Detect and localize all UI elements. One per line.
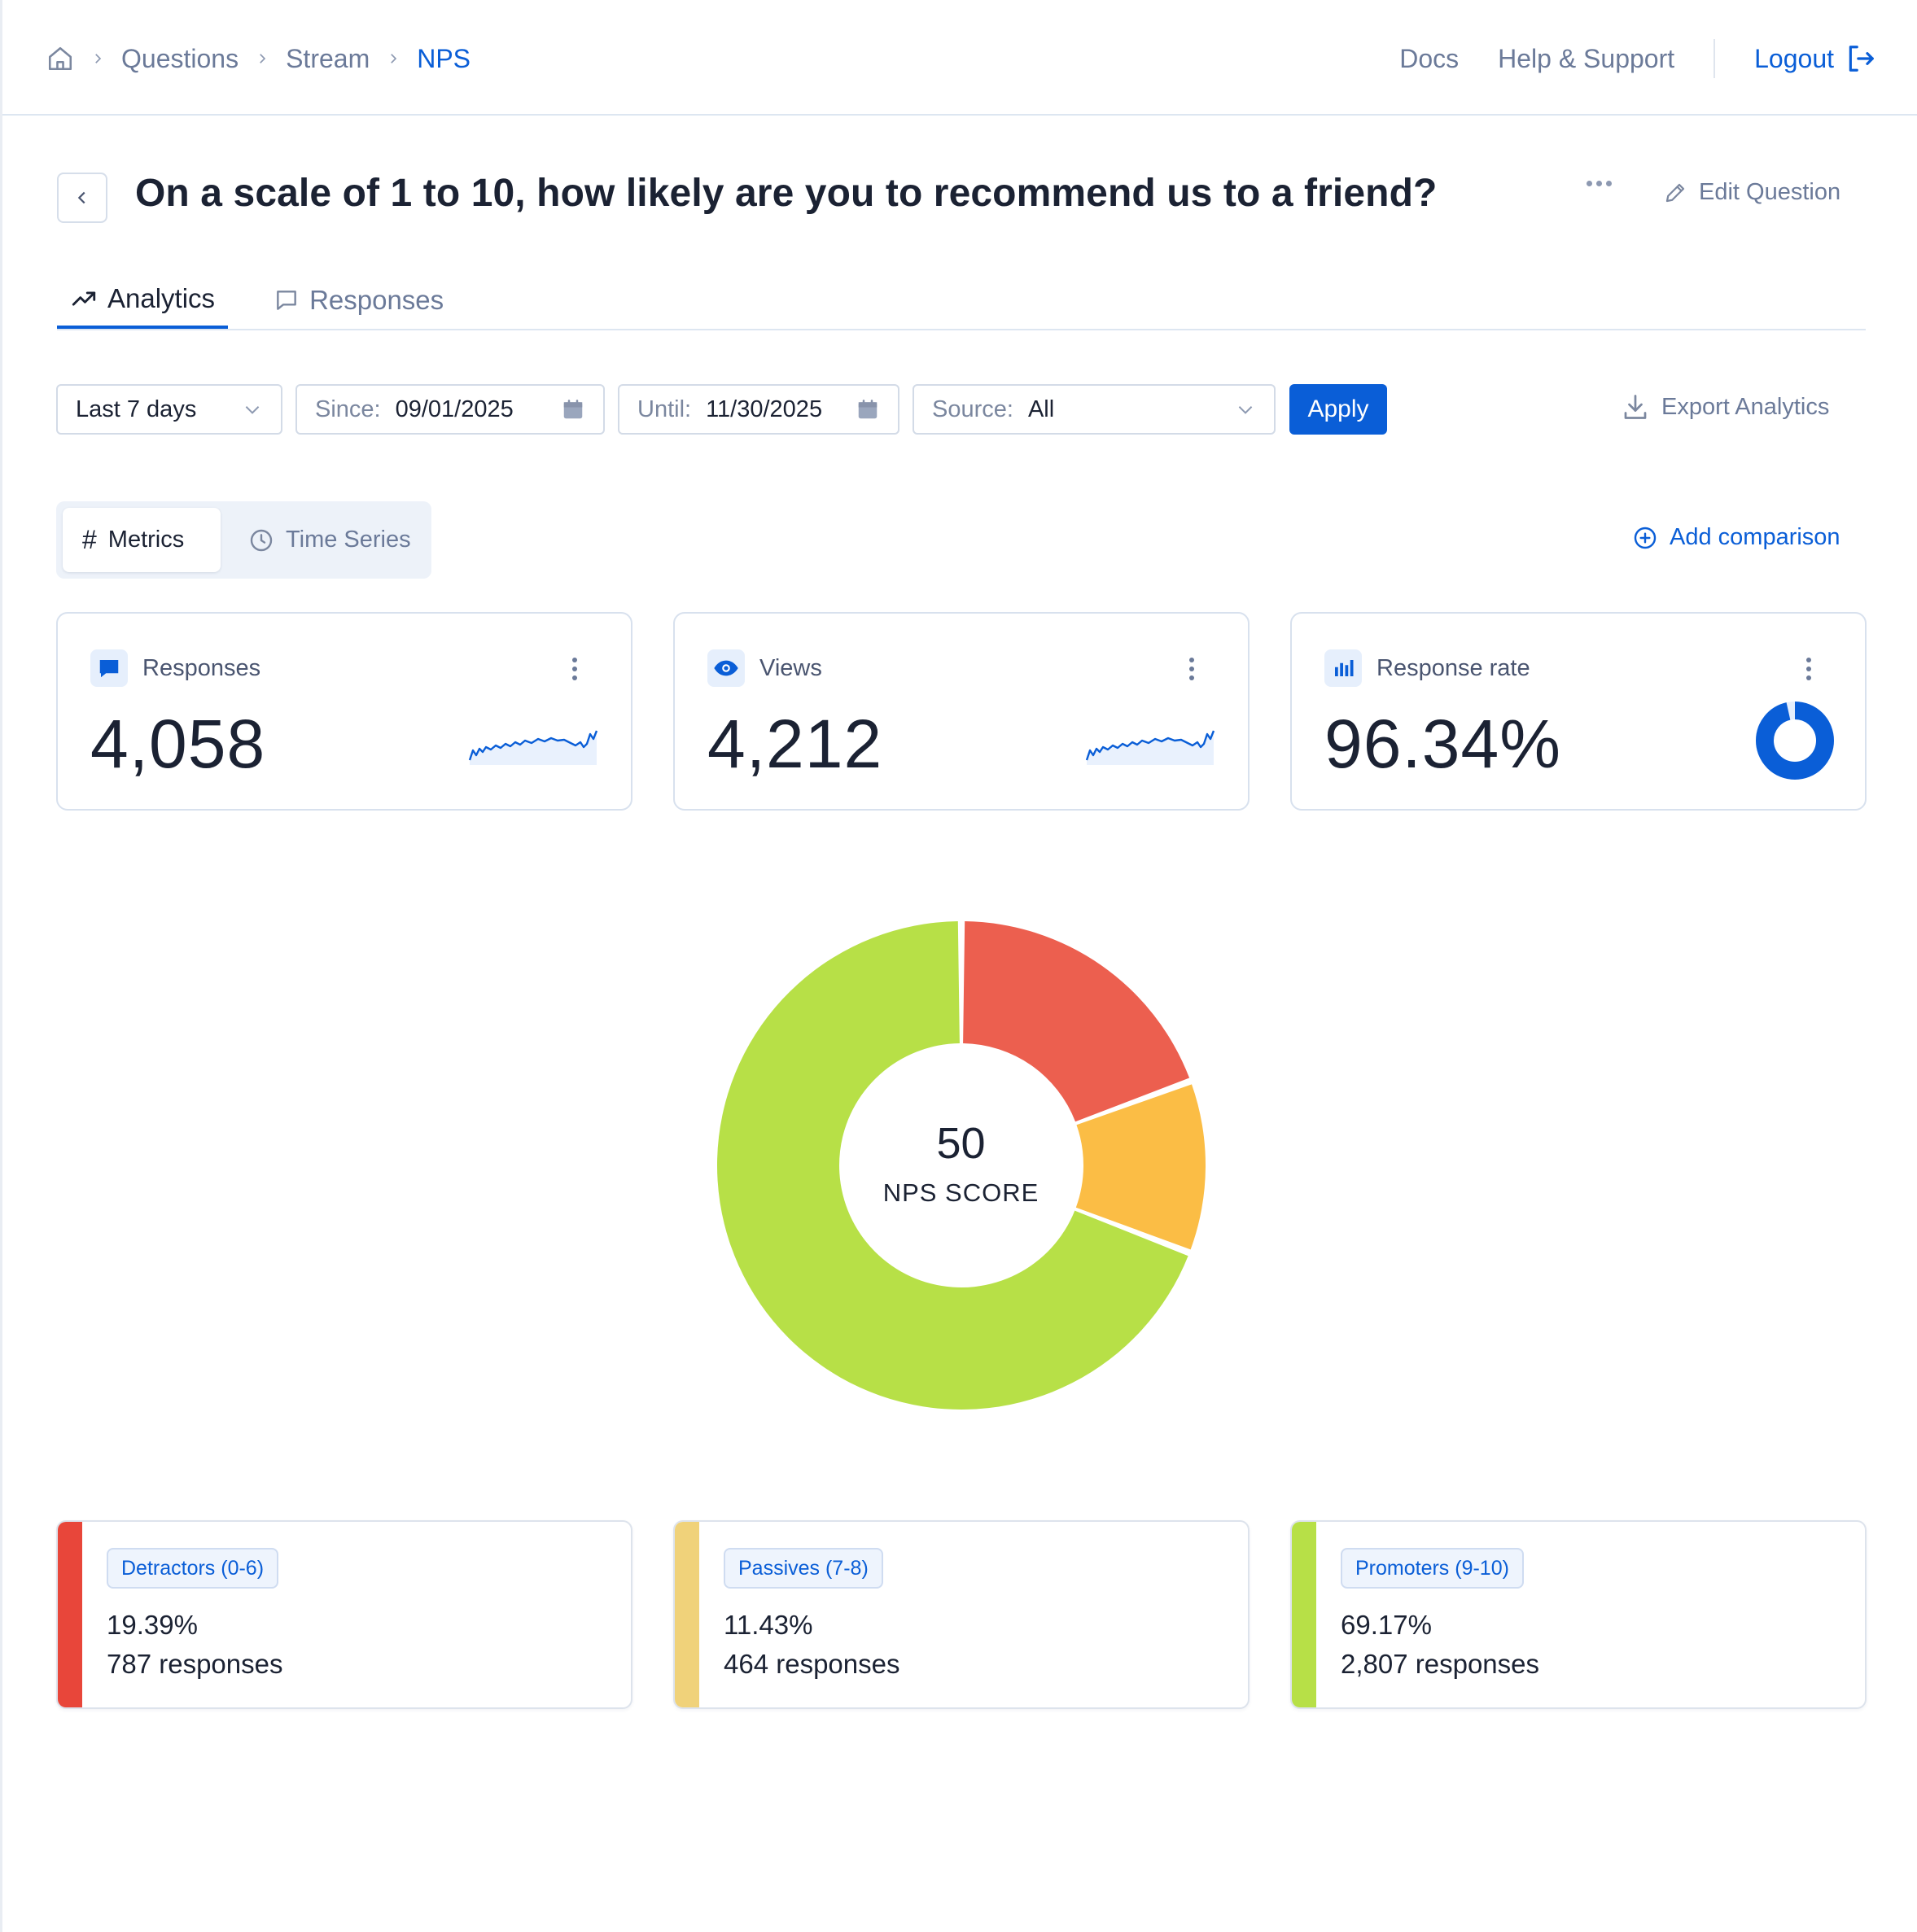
date-range-value: Last 7 days — [76, 396, 197, 422]
promoters-percent: 69.17% — [1341, 1610, 1432, 1640]
hash-icon: # — [82, 525, 97, 554]
tab-bar: Analytics Responses — [57, 272, 457, 329]
breadcrumb-nps[interactable]: NPS — [417, 43, 471, 73]
source-select[interactable]: Source: All — [913, 384, 1276, 435]
passives-count: 464 responses — [724, 1649, 900, 1679]
view-toggle: # Metrics Time Series — [56, 501, 431, 579]
edit-question-button[interactable]: Edit Question — [1663, 179, 1840, 206]
detractors-card: Detractors (0-6) 19.39% 787 responses — [56, 1520, 632, 1709]
chat-bubble-icon — [90, 649, 128, 687]
logout-label: Logout — [1754, 43, 1834, 73]
responses-metric-label: Responses — [142, 654, 261, 681]
source-value: All — [1027, 396, 1055, 422]
tab-responses-label: Responses — [309, 285, 444, 315]
page-title: On a scale of 1 to 10, how likely are yo… — [135, 172, 1438, 215]
detractors-color-strip — [58, 1522, 82, 1707]
chat-bubble-icon — [274, 287, 300, 313]
response-rate-metric-value: 96.34% — [1324, 706, 1561, 782]
back-button[interactable] — [57, 173, 107, 223]
tab-analytics-label: Analytics — [107, 283, 216, 313]
download-icon — [1621, 392, 1650, 422]
logout-icon — [1845, 43, 1876, 74]
promoters-color-strip — [1292, 1522, 1316, 1707]
clock-icon — [248, 527, 274, 553]
passives-card: Passives (7-8) 11.43% 464 responses — [673, 1520, 1250, 1709]
chevron-right-icon — [255, 51, 269, 66]
card-menu-icon[interactable] — [572, 658, 577, 680]
passives-percent: 11.43% — [724, 1610, 813, 1640]
export-analytics-button[interactable]: Export Analytics — [1621, 392, 1829, 422]
add-comparison-label: Add comparison — [1670, 524, 1840, 550]
calendar-icon[interactable] — [561, 397, 585, 422]
nps-score-label: NPS SCORE — [882, 1178, 1039, 1207]
detractors-slice[interactable] — [963, 921, 1190, 1122]
chevron-left-icon — [73, 189, 91, 207]
time-series-toggle[interactable]: Time Series — [229, 508, 431, 572]
breadcrumb-stream[interactable]: Stream — [286, 43, 370, 73]
since-label: Since: — [315, 396, 381, 422]
divider — [1713, 39, 1716, 78]
since-date-field[interactable]: Since: 09/01/2025 — [295, 384, 605, 435]
trending-up-icon — [70, 285, 98, 313]
time-series-label: Time Series — [286, 527, 411, 553]
response-rate-metric-label: Response rate — [1376, 654, 1530, 681]
promoters-slice[interactable] — [716, 921, 1188, 1410]
chevron-down-icon — [242, 399, 263, 420]
since-value: 09/01/2025 — [395, 396, 514, 422]
until-value: 11/30/2025 — [706, 396, 823, 422]
top-bar — [2, 0, 1917, 116]
response-rate-metric-card: Response rate 96.34% — [1290, 612, 1867, 811]
pencil-icon — [1663, 181, 1687, 205]
views-metric-label: Views — [759, 654, 822, 681]
sparkline — [1085, 728, 1219, 765]
views-metric-value: 4,212 — [707, 706, 883, 782]
logout-button[interactable]: Logout — [1754, 43, 1876, 74]
promoters-count: 2,807 responses — [1341, 1649, 1540, 1679]
passives-color-strip — [675, 1522, 699, 1707]
apply-button[interactable]: Apply — [1289, 384, 1387, 435]
plus-circle-icon — [1632, 525, 1658, 551]
top-links: Docs Help & Support Logout — [1360, 37, 1876, 80]
breadcrumb-questions[interactable]: Questions — [121, 43, 239, 73]
more-options-icon[interactable] — [1587, 181, 1612, 186]
eye-icon — [707, 649, 745, 687]
responses-metric-card: Responses 4,058 — [56, 612, 632, 811]
card-menu-icon[interactable] — [1189, 658, 1194, 680]
add-comparison-button[interactable]: Add comparison — [1632, 524, 1840, 551]
response-rate-ring — [1754, 700, 1836, 781]
detractors-percent: 19.39% — [107, 1610, 198, 1640]
bar-chart-icon — [1324, 649, 1362, 687]
card-menu-icon[interactable] — [1806, 658, 1811, 680]
export-label: Export Analytics — [1661, 393, 1830, 420]
sparkline — [468, 728, 602, 765]
tab-analytics[interactable]: Analytics — [57, 272, 229, 329]
tab-underline — [57, 329, 1866, 330]
tab-responses[interactable]: Responses — [260, 272, 457, 329]
source-label: Source: — [932, 396, 1013, 422]
date-range-select[interactable]: Last 7 days — [56, 384, 282, 435]
chevron-down-icon — [1235, 399, 1256, 420]
views-metric-card: Views 4,212 — [673, 612, 1250, 811]
detractors-badge: Detractors (0-6) — [107, 1548, 279, 1589]
metrics-label: Metrics — [107, 527, 185, 553]
calendar-icon[interactable] — [856, 397, 880, 422]
home-icon[interactable] — [46, 45, 74, 72]
edit-question-label: Edit Question — [1699, 179, 1841, 205]
nps-score-value: 50 — [936, 1119, 986, 1168]
breadcrumb: Questions Stream NPS — [46, 37, 470, 80]
until-label: Until: — [637, 396, 692, 422]
responses-metric-value: 4,058 — [90, 706, 266, 782]
until-date-field[interactable]: Until: 11/30/2025 — [618, 384, 899, 435]
metrics-toggle[interactable]: # Metrics — [63, 508, 221, 572]
detractors-count: 787 responses — [107, 1649, 283, 1679]
passives-slice[interactable] — [1075, 1084, 1206, 1250]
chevron-right-icon — [90, 51, 105, 66]
docs-link[interactable]: Docs — [1399, 43, 1460, 73]
passives-badge: Passives (7-8) — [724, 1548, 883, 1589]
chevron-right-icon — [386, 51, 400, 66]
help-support-link[interactable]: Help & Support — [1498, 43, 1675, 73]
promoters-card: Promoters (9-10) 69.17% 2,807 responses — [1290, 1520, 1867, 1709]
nps-donut-chart — [716, 920, 1207, 1411]
promoters-badge: Promoters (9-10) — [1341, 1548, 1524, 1589]
